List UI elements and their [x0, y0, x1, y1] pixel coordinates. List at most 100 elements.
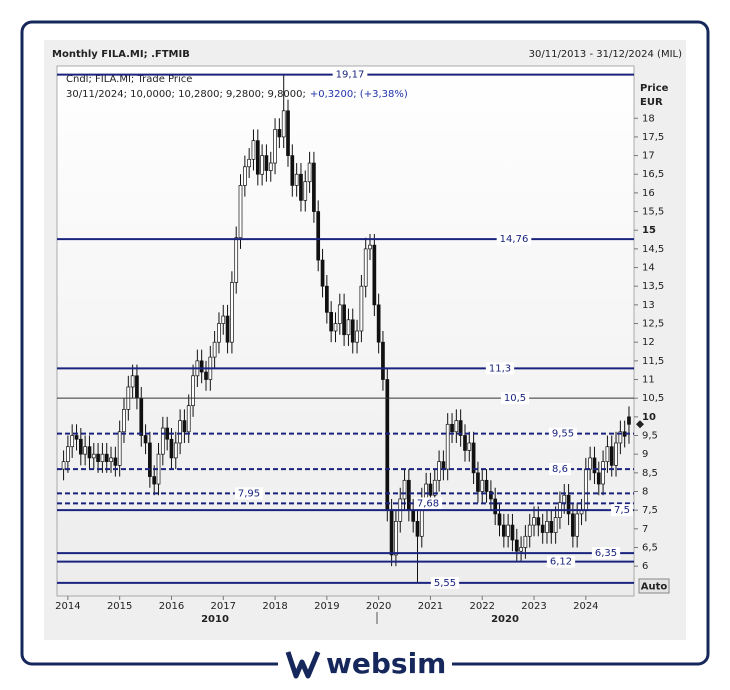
candle-body	[467, 442, 472, 451]
level-label: 11,3	[489, 363, 511, 374]
candle-body	[601, 461, 605, 485]
candle-body	[191, 375, 195, 406]
x-tick-label: 2022	[470, 601, 495, 612]
level-label: 7,95	[238, 488, 260, 499]
candle-body	[497, 513, 502, 526]
info-change: +0,3200; (+3,38%)	[310, 89, 408, 100]
candle-body	[480, 479, 485, 492]
level-label: 5,55	[434, 578, 456, 589]
candle-body	[91, 453, 96, 459]
candle-body	[273, 129, 277, 164]
candle-body	[70, 435, 75, 448]
candle-body	[225, 315, 230, 343]
y-tick-label: 10	[642, 412, 656, 423]
candle-body	[389, 509, 394, 556]
y-tick-label: 8,5	[642, 468, 658, 479]
y-tick-label: 12	[642, 337, 655, 348]
x-tick-label: 2014	[55, 601, 80, 612]
candle-body	[424, 483, 428, 500]
x-tick-label: 2020	[366, 601, 391, 612]
candle-body	[204, 371, 208, 380]
candle-body	[372, 244, 377, 306]
candle-body	[428, 483, 433, 496]
candle-body	[406, 479, 411, 511]
candle-body	[221, 315, 226, 324]
level-label-bg	[496, 233, 532, 246]
auto-button-label[interactable]: Auto	[641, 582, 668, 593]
candle-body	[394, 521, 398, 556]
candle-body	[109, 457, 113, 462]
candle-body	[454, 420, 459, 433]
candle-body	[294, 173, 299, 186]
candle-body	[61, 461, 66, 470]
candle-body	[325, 285, 329, 313]
candle-body	[510, 524, 515, 541]
candle-body	[458, 420, 463, 436]
candle-body	[493, 498, 498, 515]
candle-body	[329, 311, 334, 332]
candle-body	[255, 140, 260, 175]
level-label: 7,68	[417, 498, 439, 509]
x-group-label: 2010	[201, 614, 229, 625]
candle-body	[605, 446, 610, 462]
candle-body	[160, 427, 165, 455]
y-tick-label: 7,5	[642, 505, 658, 516]
candle-body	[173, 442, 178, 459]
candle-body	[445, 423, 450, 470]
candle-body	[519, 547, 523, 552]
candle-body	[545, 521, 549, 533]
y-tick-label: 13	[642, 300, 655, 311]
candle-body	[217, 323, 221, 343]
candle-body	[471, 442, 476, 474]
candle-body	[592, 457, 597, 474]
candle-body	[588, 457, 592, 470]
candle-body	[139, 397, 144, 436]
level-label-bg	[332, 68, 368, 81]
candle-body	[78, 438, 83, 455]
auto-button[interactable]	[638, 578, 670, 594]
candle-body	[441, 461, 446, 470]
candle-body	[571, 513, 575, 537]
candle-body	[186, 405, 191, 433]
candle-body	[523, 535, 528, 548]
y-tick-label: 18	[642, 113, 655, 124]
candle-body	[230, 282, 234, 343]
x-tick-label: 2024	[573, 601, 598, 612]
level-label-bg	[591, 547, 621, 560]
candle-body	[363, 248, 368, 287]
x-group-label: 2020	[491, 614, 519, 625]
candle-body	[182, 420, 187, 433]
y-tick-label: 7	[642, 524, 648, 535]
y-tick-label: 16,5	[642, 169, 664, 180]
candle-body	[463, 435, 467, 451]
candle-body	[476, 472, 480, 492]
candle-body	[562, 494, 567, 504]
candle-body	[178, 420, 182, 444]
level-label-bg	[485, 362, 515, 375]
level-label-bg	[548, 427, 578, 440]
candle-body	[130, 375, 135, 388]
candle-body	[566, 494, 571, 515]
candle-body	[575, 513, 580, 537]
candle-body	[609, 446, 614, 466]
candle-body	[618, 431, 623, 444]
candle-body	[337, 304, 342, 324]
candle-body	[264, 155, 269, 171]
candle-body	[238, 185, 243, 239]
y-tick-label: 11,5	[642, 356, 664, 367]
candle-body	[402, 479, 407, 500]
level-label: 10,5	[504, 393, 526, 404]
candle-body	[450, 423, 454, 433]
candle-body	[234, 237, 239, 283]
candle-body	[96, 453, 100, 462]
level-label: 8,6	[552, 464, 568, 475]
candle-body	[415, 521, 420, 537]
candle-body	[553, 517, 558, 533]
y-tick-label: 12,5	[642, 319, 664, 330]
candle-body	[277, 129, 282, 138]
candle-body	[113, 457, 118, 466]
candle-body	[281, 110, 286, 138]
brand-icon	[285, 651, 321, 679]
level-label-bg	[546, 555, 576, 568]
candle-body	[355, 330, 359, 343]
